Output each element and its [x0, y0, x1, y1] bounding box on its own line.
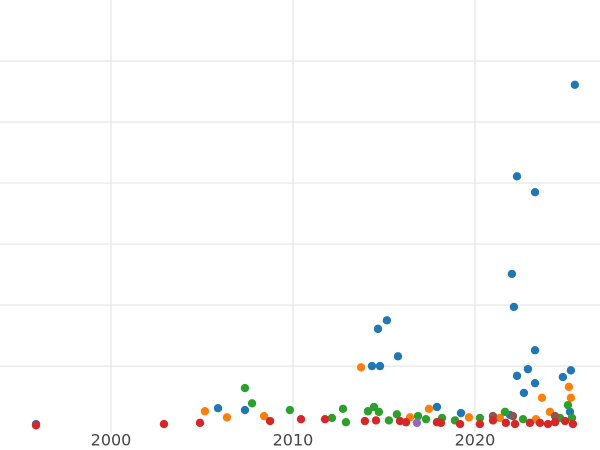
- point: [240, 405, 250, 415]
- point: [550, 411, 560, 421]
- point: [247, 399, 257, 408]
- point: [512, 371, 522, 381]
- point: [413, 411, 423, 421]
- point: [296, 414, 306, 424]
- point: [341, 418, 351, 427]
- point: [195, 418, 205, 428]
- point: [475, 419, 485, 429]
- point: [436, 418, 446, 428]
- point: [501, 418, 511, 428]
- point: [537, 393, 547, 403]
- point: [550, 418, 560, 427]
- point: [560, 416, 570, 426]
- point: [566, 366, 576, 375]
- point: [432, 402, 442, 412]
- point: [371, 416, 381, 425]
- point: [265, 416, 275, 426]
- point: [464, 413, 474, 422]
- point: [530, 346, 540, 355]
- point: [535, 418, 545, 428]
- point: [518, 414, 528, 424]
- point: [240, 383, 250, 393]
- point: [382, 316, 392, 325]
- point: [367, 361, 377, 371]
- point: [508, 411, 518, 421]
- point: [374, 407, 384, 417]
- point: [530, 378, 540, 388]
- point: [421, 414, 431, 424]
- point: [392, 410, 402, 419]
- point: [363, 407, 373, 416]
- point: [360, 416, 370, 426]
- point: [500, 407, 510, 417]
- point: [475, 413, 485, 423]
- point: [222, 413, 232, 422]
- point: [393, 352, 403, 361]
- point: [455, 419, 465, 429]
- point: [373, 324, 383, 334]
- point: [31, 421, 41, 430]
- point: [412, 418, 422, 428]
- point: [327, 413, 337, 423]
- point: [563, 400, 573, 410]
- point: [568, 419, 578, 429]
- point: [338, 404, 348, 414]
- point: [525, 418, 535, 428]
- point: [285, 405, 295, 415]
- point: [375, 361, 385, 371]
- point: [510, 419, 520, 429]
- point: [495, 413, 505, 423]
- point: [564, 382, 574, 392]
- point: [570, 80, 580, 90]
- x-tick-label: 2000: [91, 431, 132, 450]
- point: [424, 404, 434, 414]
- point: [401, 418, 411, 427]
- point: [566, 393, 576, 403]
- x-tick-label: 2010: [273, 431, 314, 450]
- point: [507, 269, 517, 279]
- point: [356, 363, 366, 372]
- point: [488, 416, 498, 425]
- point: [384, 416, 394, 425]
- point: [519, 388, 529, 398]
- point: [200, 407, 210, 416]
- point: [530, 188, 540, 197]
- x-tick-label: 2020: [455, 431, 496, 450]
- point: [509, 302, 519, 312]
- point: [558, 372, 568, 382]
- point: [512, 172, 522, 181]
- point: [523, 364, 533, 374]
- point: [259, 411, 269, 421]
- point: [456, 408, 466, 418]
- point: [320, 414, 330, 424]
- point: [543, 419, 553, 429]
- point: [213, 404, 223, 413]
- point: [159, 419, 169, 429]
